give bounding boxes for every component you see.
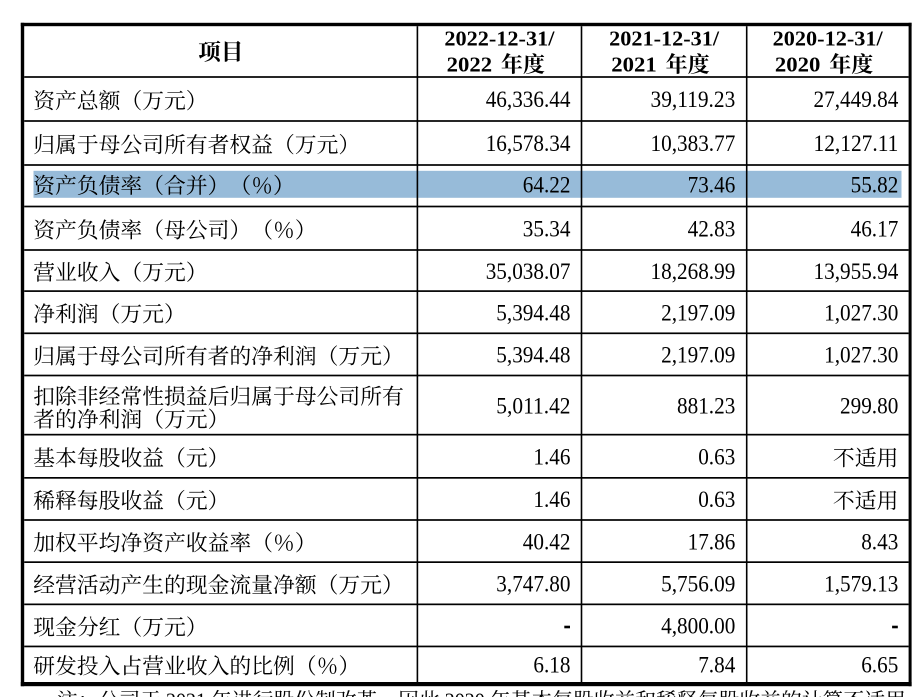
svg-text:4,800.00: 4,800.00 (661, 614, 735, 639)
svg-text:10,383.77: 10,383.77 (651, 131, 736, 156)
svg-text:0.63: 0.63 (698, 487, 735, 512)
svg-text:2022: 2022 (447, 52, 493, 76)
svg-text:0.63: 0.63 (698, 444, 735, 469)
svg-text:6.18: 6.18 (533, 652, 570, 677)
svg-text:2021-12-31/: 2021-12-31/ (609, 26, 720, 50)
svg-text:5,756.09: 5,756.09 (661, 572, 735, 597)
svg-text:46,336.44: 46,336.44 (486, 87, 571, 112)
svg-text:6.65: 6.65 (861, 652, 898, 677)
svg-text:39,119.23: 39,119.23 (651, 87, 736, 112)
svg-text:12,127.11: 12,127.11 (814, 131, 899, 156)
svg-text:35.34: 35.34 (523, 217, 571, 242)
svg-text:55.82: 55.82 (851, 173, 899, 198)
svg-text:42.83: 42.83 (688, 217, 736, 242)
svg-text:1,027.30: 1,027.30 (824, 300, 898, 325)
svg-text:13,955.94: 13,955.94 (814, 259, 899, 284)
svg-text:5,394.48: 5,394.48 (496, 300, 570, 325)
svg-text:2020-12-31/: 2020-12-31/ (773, 26, 884, 50)
svg-text:2020: 2020 (775, 52, 821, 76)
svg-text:2020: 2020 (445, 689, 485, 697)
svg-text:1,579.13: 1,579.13 (824, 572, 898, 597)
svg-text:35,038.07: 35,038.07 (486, 259, 571, 284)
svg-text:1,027.30: 1,027.30 (824, 343, 898, 368)
svg-text:881.23: 881.23 (677, 393, 735, 418)
svg-text:16,578.34: 16,578.34 (486, 131, 571, 156)
svg-text:299.80: 299.80 (840, 393, 898, 418)
svg-text:2,197.09: 2,197.09 (661, 300, 735, 325)
svg-text:5,394.48: 5,394.48 (496, 343, 570, 368)
svg-text:46.17: 46.17 (851, 217, 899, 242)
svg-text:64.22: 64.22 (523, 173, 571, 198)
svg-text:18,268.99: 18,268.99 (651, 259, 736, 284)
svg-text:8.43: 8.43 (861, 529, 898, 554)
svg-text:2021: 2021 (611, 52, 657, 76)
svg-text:2022-12-31/: 2022-12-31/ (444, 26, 555, 50)
svg-text:1.46: 1.46 (533, 487, 570, 512)
svg-text:2021: 2021 (166, 689, 206, 697)
svg-text:27,449.84: 27,449.84 (814, 87, 899, 112)
svg-text:40.42: 40.42 (523, 529, 571, 554)
svg-text:73.46: 73.46 (688, 173, 736, 198)
svg-text:17.86: 17.86 (688, 529, 736, 554)
svg-text:3,747.80: 3,747.80 (496, 572, 570, 597)
svg-text:2,197.09: 2,197.09 (661, 343, 735, 368)
svg-text:1.46: 1.46 (533, 444, 570, 469)
svg-text:7.84: 7.84 (698, 652, 736, 677)
svg-text:5,011.42: 5,011.42 (496, 393, 570, 418)
